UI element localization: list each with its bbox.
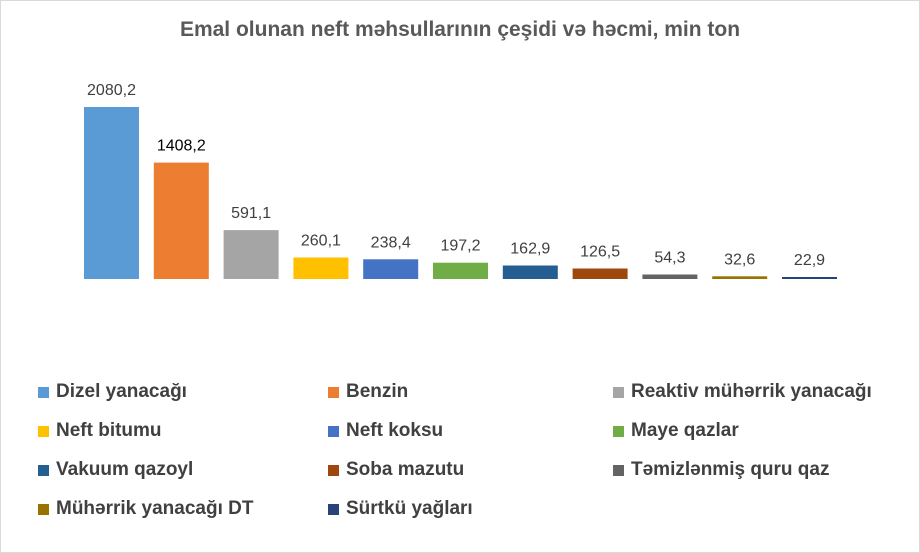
legend-item-11: Sürtkü yağları [328,498,613,519]
data-label-6: 197,2 [440,238,480,255]
legend-swatch [328,503,339,515]
legend-swatch [328,425,339,437]
legend-label: Təmizlənmiş quru qaz [631,459,830,480]
bar-8 [572,268,628,279]
legend-swatch [38,464,49,476]
bar-3 [223,230,279,279]
legend-label: Vakuum qazoyl [56,459,194,480]
legend-label: Soba mazutu [346,459,465,480]
bar-10 [712,276,768,279]
legend-label: Maye qazlar [631,420,739,441]
legend-swatch [328,386,339,398]
legend-label: Neft koksu [346,420,444,441]
legend-swatch [613,464,624,476]
data-label-10: 32,6 [724,251,755,268]
legend-label: Neft bitumu [56,420,162,441]
bar-6 [433,262,488,279]
bar-9 [642,274,698,279]
bar-11 [782,277,837,279]
legend-item-8: Soba mazutu [328,459,613,480]
legend-label: Dizel yanacağı [56,381,187,402]
legend-item-6: Maye qazlar [613,420,898,441]
data-label-3: 591,1 [231,205,271,222]
data-label-7: 162,9 [510,241,550,258]
legend-swatch [38,503,49,515]
legend-swatch [613,425,624,437]
data-label-11: 22,9 [794,252,825,269]
data-label-2: 1408,2 [157,138,206,155]
bar-4 [293,257,349,279]
legend-label: Mühərrik yanacağı DT [56,498,254,519]
data-label-1: 2080,2 [87,82,136,99]
legend-item-10: Mühərrik yanacağı DT [38,498,328,519]
data-label-8: 126,5 [580,244,620,261]
bar-1 [84,107,139,279]
legend-label: Benzin [346,381,409,402]
legend-label: Sürtkü yağları [346,498,473,519]
data-label-4: 260,1 [301,233,341,250]
legend-swatch [328,464,339,476]
legend-item-5: Neft koksu [328,420,613,441]
bar-7 [502,265,558,279]
legend-swatch [613,386,624,398]
legend-item-1: Dizel yanacağı [38,381,328,402]
legend-swatch [38,386,49,398]
chart-legend: Dizel yanacağı Benzin Reaktiv mühərrik yan… [38,381,898,519]
legend-item-4: Neft bitumu [38,420,328,441]
legend-item-3: Reaktiv mühərrik yanacağı [613,381,898,402]
legend-item-9: Təmizlənmiş quru qaz [613,459,898,480]
legend-item-2: Benzin [328,381,613,402]
chart-title: Emal olunan neft məhsullarının çeşidi və… [179,18,741,41]
bar-2 [153,162,209,279]
data-label-5: 238,4 [371,234,411,251]
legend-item-7: Vakuum qazoyl [38,459,328,480]
data-label-9: 54,3 [654,250,685,267]
legend-swatch [38,425,49,437]
bar-5 [363,259,419,279]
legend-label: Reaktiv mühərrik yanacağı [631,381,872,402]
